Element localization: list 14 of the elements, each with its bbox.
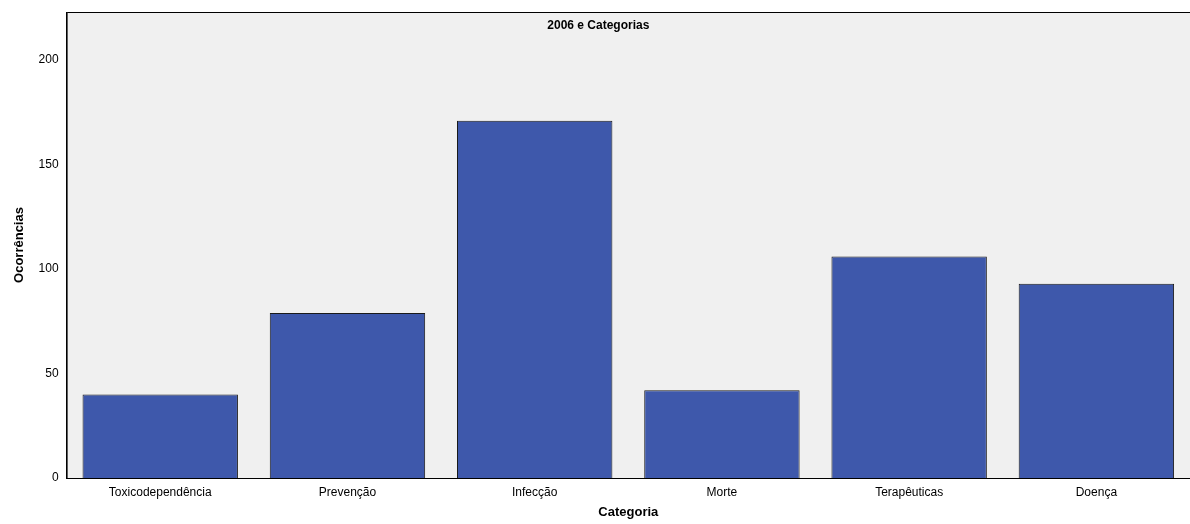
y-tick-label: 200 xyxy=(38,52,59,67)
x-axis-title: Categoria xyxy=(598,503,660,519)
x-tick-label: Toxicodependência xyxy=(108,484,212,499)
text: 2006 e Categorias xyxy=(547,18,650,33)
y-tick-label: 100 xyxy=(38,261,59,276)
x-tick-label: Infecção xyxy=(512,484,558,499)
x-tick-label: Terapêuticas xyxy=(875,484,944,499)
x-tick-label: Prevenção xyxy=(318,484,377,499)
x-tick-label: Doença xyxy=(1075,484,1118,499)
y-axis-title: Ocorrências xyxy=(11,207,27,283)
y-tick-label: 150 xyxy=(38,156,59,171)
y-tick-label: 0 xyxy=(51,470,59,485)
x-tick-label: Morte xyxy=(706,484,738,499)
y-tick-label: 50 xyxy=(45,365,59,380)
